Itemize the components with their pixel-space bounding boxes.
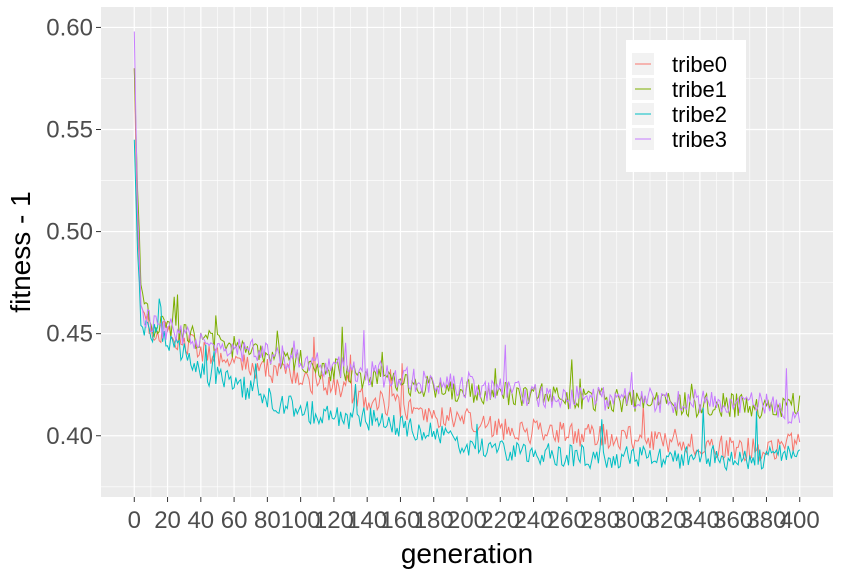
- x-tick-label: 280: [580, 507, 620, 534]
- y-tick-label: 0.60: [46, 14, 93, 41]
- x-tick-label: 340: [680, 507, 720, 534]
- y-tick-label: 0.50: [46, 219, 93, 246]
- y-axis: 0.40 0.45 0.50 0.55 0.60: [46, 14, 101, 450]
- y-tick-label: 0.45: [46, 321, 93, 348]
- x-tick-label: 380: [746, 507, 786, 534]
- x-tick-label: 100: [281, 507, 321, 534]
- grid-minor: [101, 7, 833, 497]
- x-tick-label: 40: [187, 507, 214, 534]
- legend-label-tribe2: tribe2: [672, 102, 727, 127]
- x-axis-title: generation: [401, 538, 533, 569]
- legend-label-tribe0: tribe0: [672, 52, 727, 77]
- x-tick-label: 80: [254, 507, 281, 534]
- x-tick-label: 400: [780, 507, 820, 534]
- x-tick-label: 0: [128, 507, 141, 534]
- x-tick-label: 220: [480, 507, 520, 534]
- series-line-tribe0: [133, 68, 801, 462]
- x-tick-label: 60: [221, 507, 248, 534]
- x-tick-label: 140: [347, 507, 387, 534]
- y-tick-label: 0.55: [46, 117, 93, 144]
- x-tick-label: 120: [314, 507, 354, 534]
- series-line-tribe3: [133, 31, 801, 425]
- legend-label-tribe3: tribe3: [672, 127, 727, 152]
- x-tick-label: 240: [514, 507, 554, 534]
- x-tick-label: 160: [380, 507, 420, 534]
- series-line-tribe2: [133, 139, 801, 472]
- series-lines: [133, 31, 801, 472]
- x-tick-label: 20: [154, 507, 181, 534]
- x-tick-label: 360: [713, 507, 753, 534]
- legend-label-tribe1: tribe1: [672, 77, 727, 102]
- x-tick-label: 200: [447, 507, 487, 534]
- x-tick-label: 260: [547, 507, 587, 534]
- x-axis: 0 20 40 60 80 1001201401601802002202402602803…: [128, 497, 820, 534]
- x-tick-label: 300: [613, 507, 653, 534]
- x-tick-label: 180: [414, 507, 454, 534]
- y-tick-label: 0.40: [46, 423, 93, 450]
- y-axis-title: fitness - 1: [5, 191, 36, 312]
- x-tick-label: 320: [647, 507, 687, 534]
- grid-major: [101, 7, 833, 497]
